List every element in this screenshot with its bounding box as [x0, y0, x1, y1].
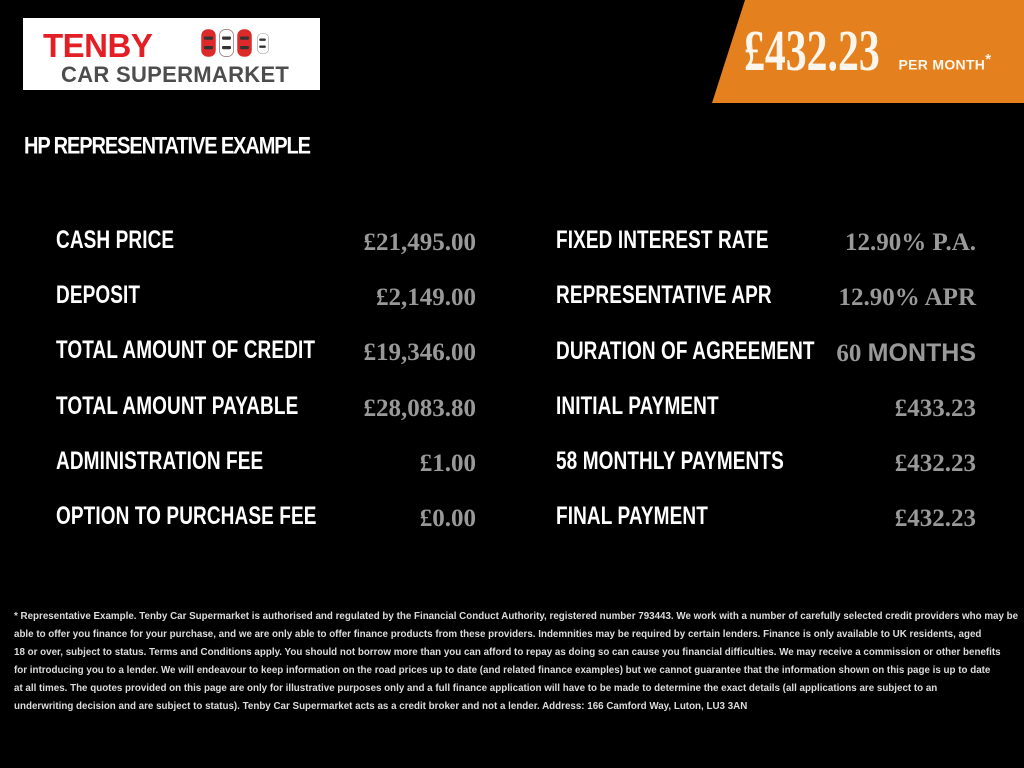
svg-text:CAR SUPERMARKET: CAR SUPERMARKET — [61, 62, 289, 87]
svg-text:TENBY: TENBY — [43, 27, 153, 64]
